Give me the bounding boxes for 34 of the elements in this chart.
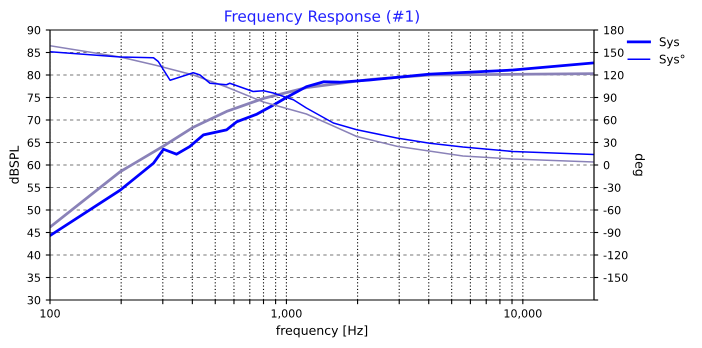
y2-tick-label: -120 — [604, 250, 628, 260]
y-tick-label: 70 — [28, 116, 40, 124]
y-tick-label: 85 — [28, 48, 40, 57]
y2-tick-label: 0 — [604, 160, 610, 170]
y-tick-label: 55 — [28, 184, 40, 192]
y2-tick-label: 120 — [604, 70, 624, 80]
legend-label: Sys° — [660, 54, 684, 66]
y2-tick-label: 60 — [604, 116, 616, 124]
y2-tick-label: 30 — [604, 138, 616, 147]
chart-title: Frequency Response (#1) — [225, 10, 419, 25]
y2-tick-label: -60 — [604, 206, 620, 214]
legend-label: Sys — [660, 37, 680, 49]
y2-axis-title: deg — [632, 154, 645, 176]
y2-tick-label: 90 — [604, 93, 616, 102]
y-tick-label: 30 — [28, 296, 40, 304]
y-tick-label: 60 — [28, 160, 40, 170]
x-tick-label: 10,000 — [504, 309, 542, 319]
y2-tick-label: 150 — [604, 48, 624, 57]
y-tick-label: 45 — [27, 228, 40, 237]
y2-tick-label: -30 — [604, 183, 620, 192]
y2-tick-label: -150 — [604, 273, 628, 282]
y2-tick-label: 180 — [604, 26, 624, 34]
x-tick-label: 1,000 — [272, 309, 302, 319]
y-tick-label: 75 — [28, 94, 40, 102]
y-tick-label: 80 — [28, 70, 40, 80]
y-axis-title: dBSPL — [9, 146, 19, 184]
x-tick-label: 100 — [40, 309, 60, 318]
y-tick-label: 90 — [28, 26, 40, 34]
y-tick-label: 40 — [27, 250, 40, 260]
y2-tick-label: -90 — [604, 228, 620, 237]
y-tick-label: 35 — [28, 273, 40, 282]
y-tick-label: 65 — [28, 138, 40, 147]
x-axis-title: frequency [Hz] — [276, 325, 368, 338]
y-tick-label: 50 — [28, 206, 40, 214]
